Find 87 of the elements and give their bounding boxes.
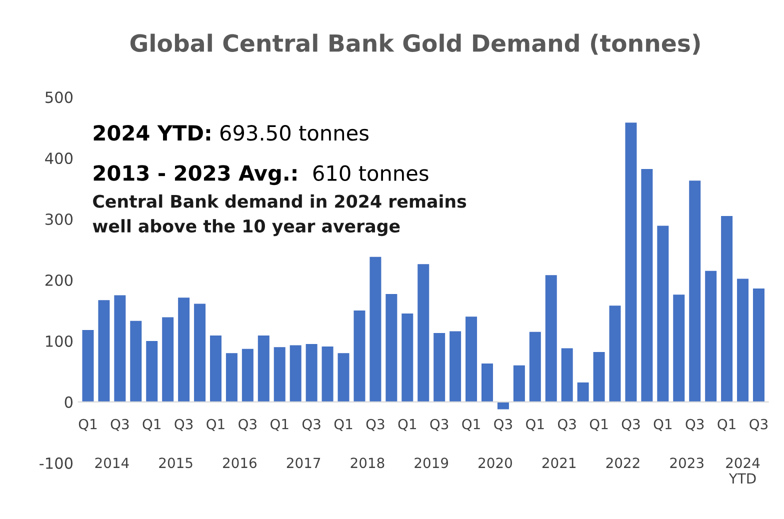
bar	[146, 340, 158, 402]
bar	[242, 348, 254, 402]
x-tick-label: Q1	[526, 418, 544, 431]
y-tick-label: 300	[46, 213, 73, 226]
bar	[114, 295, 126, 402]
x-tick-label: Q3	[302, 418, 320, 431]
y-tick-label: 100	[46, 335, 73, 348]
annotation: 2015	[159, 458, 192, 468]
annotation: 2020	[478, 458, 512, 468]
bar	[577, 382, 589, 402]
annotation: Central Bank demand in 2024 remains well above the 10 year average	[92, 194, 466, 236]
y-tick-label: 500	[46, 92, 73, 104]
bar	[529, 332, 541, 402]
bar	[641, 169, 653, 402]
x-tick-label: Q3	[686, 418, 704, 431]
x-tick-label: Q3	[430, 418, 448, 431]
x-tick-label: Q1	[462, 418, 480, 431]
x-tick-label: Q1	[718, 418, 736, 431]
x-tick-label: Q1	[398, 418, 416, 431]
annotation: 2019	[414, 458, 448, 468]
bar	[274, 347, 286, 402]
annotation: 2018	[350, 458, 384, 468]
x-tick-label: Q1	[142, 418, 160, 431]
x-tick-label: Q3	[622, 418, 640, 431]
annotation: 2023	[670, 458, 704, 468]
bar	[402, 314, 414, 402]
bar	[466, 316, 478, 402]
x-tick-label: Q3	[110, 418, 129, 431]
chart-title: Global Central Bank Gold Demand (tonnes)	[130, 34, 700, 55]
annotation: 2024 YTD: 693.50 tonnes	[94, 125, 368, 141]
x-tick-label: Q1	[270, 418, 288, 431]
bar	[354, 310, 366, 402]
bar	[497, 402, 509, 410]
x-tick-label: Q3	[494, 418, 512, 431]
bar	[338, 353, 350, 402]
annotation: 2014	[95, 458, 129, 468]
bar	[593, 352, 605, 402]
x-tick-label: Q3	[750, 418, 768, 431]
bar	[561, 348, 573, 402]
x-tick-label: Q1	[654, 418, 672, 431]
bar	[689, 180, 701, 402]
x-tick-label: Q1	[206, 418, 224, 431]
bar	[162, 317, 174, 402]
y-tick-label: -100	[40, 457, 73, 469]
bar	[322, 346, 334, 402]
bar	[657, 226, 669, 402]
bar	[737, 278, 749, 402]
bar	[82, 330, 94, 402]
bar	[226, 353, 238, 402]
bar	[290, 345, 302, 402]
bar	[481, 364, 493, 402]
bar	[194, 304, 206, 402]
y-tick-label: 200	[45, 274, 73, 286]
bar	[258, 335, 270, 402]
y-tick-label: 0	[64, 396, 73, 408]
bar	[130, 320, 142, 402]
annotation: 2024 YTD	[726, 458, 760, 484]
annotation: 2021	[542, 458, 576, 468]
bar	[98, 300, 110, 402]
bar	[418, 264, 430, 402]
x-tick-label: Q1	[590, 418, 608, 431]
bar	[306, 344, 318, 402]
x-tick-label: Q3	[174, 418, 193, 431]
bar	[386, 294, 398, 402]
x-tick-label: Q3	[558, 418, 576, 431]
annotation: 2017	[286, 458, 320, 468]
bar	[450, 331, 462, 402]
x-tick-label: Q1	[334, 418, 352, 431]
x-tick-label: Q3	[366, 418, 384, 431]
bar	[705, 270, 717, 402]
bar	[370, 256, 382, 402]
bar	[210, 335, 222, 402]
bar	[434, 333, 446, 402]
annotation: 2022	[606, 458, 640, 468]
x-tick-label: Q1	[78, 418, 97, 431]
bar	[721, 216, 733, 402]
bar	[625, 122, 637, 402]
x-tick-label: Q3	[238, 418, 256, 431]
bar	[673, 294, 685, 402]
y-tick-label: 400	[45, 152, 73, 164]
bar	[609, 306, 621, 402]
annotation: 2013 - 2023 Avg.: 610 tonnes	[94, 165, 428, 186]
bar	[513, 365, 525, 402]
bar	[178, 298, 190, 402]
annotation: 2016	[223, 458, 256, 468]
bar	[545, 275, 557, 402]
bar	[752, 288, 764, 402]
